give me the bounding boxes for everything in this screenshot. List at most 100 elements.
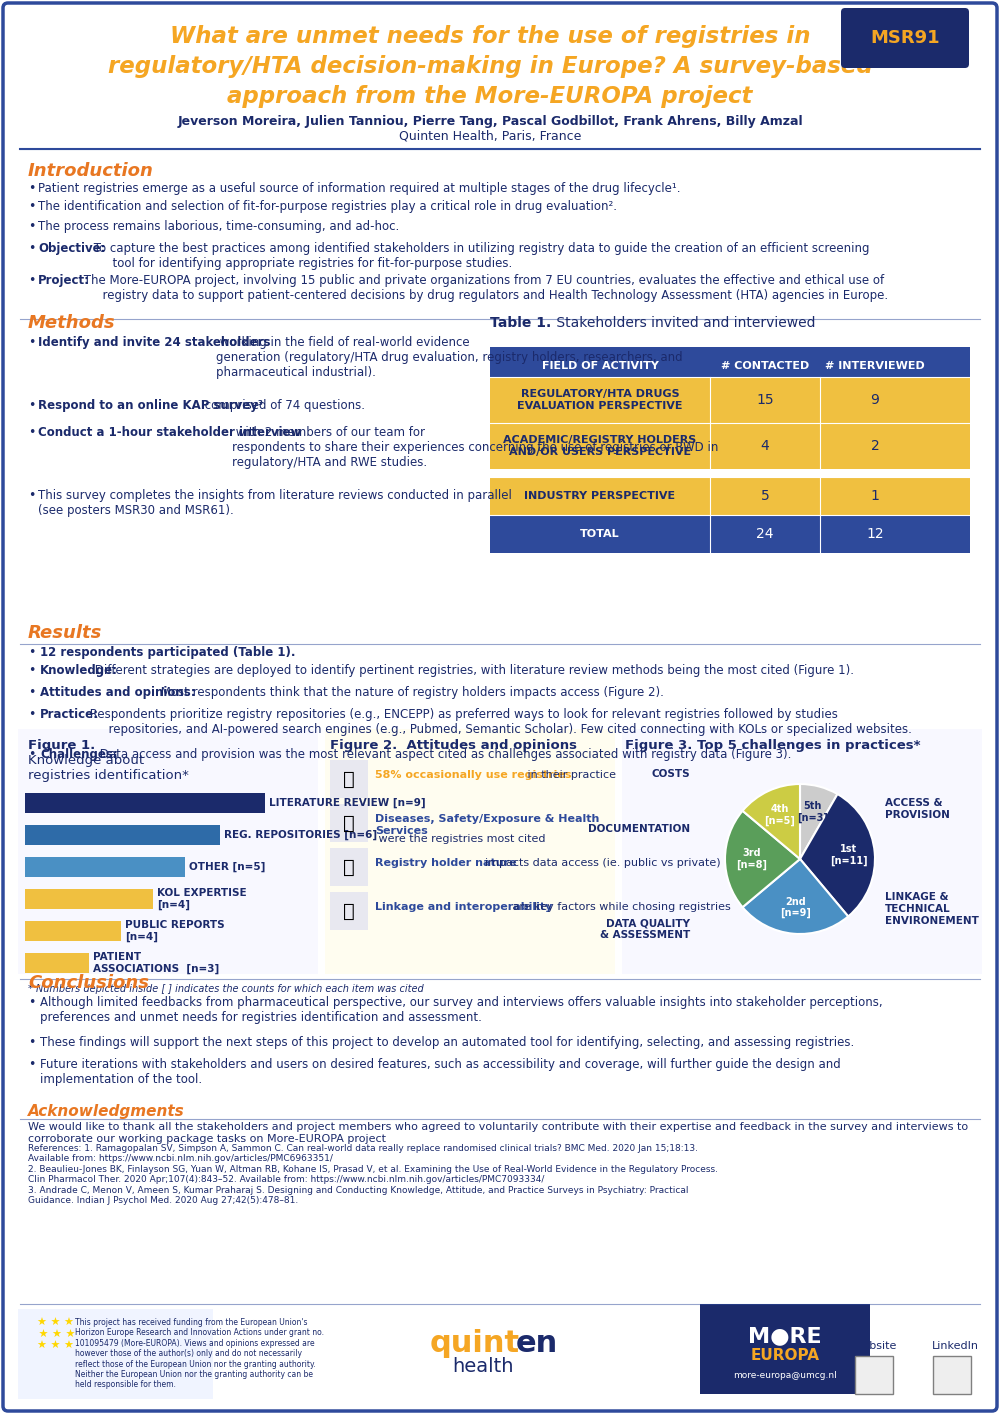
Text: DATA QUALITY
& ASSESSMENT: DATA QUALITY & ASSESSMENT [600, 918, 690, 940]
Text: What are unmet needs for the use of registries in: What are unmet needs for the use of regi… [170, 24, 810, 48]
Text: 5: 5 [761, 489, 769, 503]
Text: Practice:: Practice: [40, 708, 99, 721]
Text: We would like to thank all the stakeholders and project members who agreed to vo: We would like to thank all the stakehold… [28, 1121, 968, 1144]
Bar [330, 848, 368, 887]
Text: ★ ★ ★
 ★ ★ ★
★ ★ ★: ★ ★ ★ ★ ★ ★ ★ ★ ★ [35, 1318, 76, 1352]
Wedge shape [800, 795, 875, 916]
Text: •: • [28, 646, 35, 659]
Bar [25, 793, 265, 813]
Bar [25, 953, 89, 973]
Text: Knowledge:: Knowledge: [40, 665, 118, 677]
Text: The More-EUROPA project, involving 15 public and private organizations from 7 EU: The More-EUROPA project, involving 15 pu… [80, 274, 888, 303]
Text: Introduction: Introduction [28, 163, 154, 180]
FancyBboxPatch shape [3, 3, 997, 1411]
Text: Challenges:: Challenges: [40, 748, 118, 761]
Text: 24: 24 [756, 527, 774, 542]
Text: •: • [28, 426, 35, 438]
Text: Table 1.: Table 1. [490, 315, 551, 329]
Text: # INTERVIEWED: # INTERVIEWED [825, 361, 925, 370]
Text: 2nd
[n=9]: 2nd [n=9] [780, 896, 811, 919]
Text: •: • [28, 1058, 35, 1070]
Text: Methods: Methods [28, 314, 116, 332]
Text: ACCESS &
PROVISION: ACCESS & PROVISION [885, 797, 950, 820]
Text: comprised of 74 questions.: comprised of 74 questions. [201, 399, 365, 411]
Bar [330, 805, 368, 841]
Text: more-europa@umcg.nl: more-europa@umcg.nl [733, 1372, 837, 1380]
Text: Respond to an online KAP survey³: Respond to an online KAP survey³ [38, 399, 263, 411]
Text: Objective:: Objective: [38, 242, 106, 255]
Text: Project:: Project: [38, 274, 90, 287]
Text: Acknowledgments: Acknowledgments [28, 1104, 185, 1118]
Text: en: en [516, 1329, 558, 1359]
Text: These findings will support the next steps of this project to develop an automat: These findings will support the next ste… [40, 1036, 854, 1049]
Bar [25, 889, 153, 909]
Text: Different strategies are deployed to identify pertinent registries, with literat: Different strategies are deployed to ide… [91, 665, 854, 677]
Text: This project has received funding from the European Union's
Horizon Europe Resea: This project has received funding from t… [75, 1318, 324, 1390]
Text: Identify and invite 24 stakeholders: Identify and invite 24 stakeholders [38, 337, 270, 349]
Bar [325, 730, 615, 974]
Text: INDUSTRY PERSPECTIVE: INDUSTRY PERSPECTIVE [524, 491, 676, 501]
Text: ACADEMIC/REGISTRY HOLDERS
AND/OR USERS PERSPECTIVE: ACADEMIC/REGISTRY HOLDERS AND/OR USERS P… [503, 436, 697, 457]
Text: Registry holder nature: Registry holder nature [375, 858, 520, 868]
Text: •: • [28, 748, 35, 761]
Text: 📋: 📋 [343, 902, 355, 921]
Text: EUROPA: EUROPA [750, 1349, 820, 1363]
Text: 5th
[n=3]: 5th [n=3] [797, 800, 828, 823]
Text: Results: Results [28, 624, 102, 642]
Text: Respondents prioritize registry repositories (e.g., ENCEPP) as preferred ways to: Respondents prioritize registry reposito… [86, 708, 912, 737]
Text: •: • [28, 199, 35, 214]
Text: Most respondents think that the nature of registry holders impacts access (Figur: Most respondents think that the nature o… [157, 686, 664, 699]
Wedge shape [725, 810, 800, 908]
Text: # CONTACTED: # CONTACTED [721, 361, 809, 370]
Text: •: • [28, 489, 35, 502]
Text: * Numbers depicted inside [ ] indicates the counts for which each item was cited: * Numbers depicted inside [ ] indicates … [28, 984, 424, 994]
Bar [490, 346, 970, 385]
Text: Data access and provision was the most relevant aspect cited as challenges assoc: Data access and provision was the most r… [96, 748, 791, 761]
Text: •: • [28, 182, 35, 195]
Bar [490, 477, 970, 515]
Text: are key factors while chosing registries: are key factors while chosing registries [509, 902, 731, 912]
Wedge shape [743, 858, 848, 935]
Text: Stakeholders invited and interviewed: Stakeholders invited and interviewed [552, 315, 816, 329]
Bar [330, 759, 368, 797]
Text: DOCUMENTATION: DOCUMENTATION [588, 824, 690, 834]
Text: in their practice: in their practice [524, 771, 616, 781]
Text: REG. REPOSITORIES [n=6]: REG. REPOSITORIES [n=6] [224, 830, 377, 840]
Bar [25, 921, 121, 940]
Bar [18, 730, 318, 974]
Text: Jeverson Moreira, Julien Tanniou, Pierre Tang, Pascal Godbillot, Frank Ahrens, B: Jeverson Moreira, Julien Tanniou, Pierre… [177, 116, 803, 129]
Text: •: • [28, 708, 35, 721]
Text: M●RE: M●RE [748, 1326, 822, 1346]
Text: 15: 15 [756, 393, 774, 407]
Text: References: 1. Ramagopalan SV, Simpson A, Sammon C. Can real-world data really r: References: 1. Ramagopalan SV, Simpson A… [28, 1144, 718, 1205]
Text: •: • [28, 337, 35, 349]
Bar [490, 423, 970, 469]
Text: PUBLIC REPORTS
[n=4]: PUBLIC REPORTS [n=4] [125, 921, 225, 942]
Text: Patient registries emerge as a useful source of information required at multiple: Patient registries emerge as a useful so… [38, 182, 680, 195]
Text: To capture the best practices among identified stakeholders in utilizing registr: To capture the best practices among iden… [90, 242, 870, 270]
Text: 1: 1 [871, 489, 879, 503]
Text: •: • [28, 221, 35, 233]
Bar [490, 378, 970, 423]
Bar [330, 892, 368, 930]
Text: Linkage and interoperability: Linkage and interoperability [375, 902, 552, 912]
Text: PATIENT
ASSOCIATIONS  [n=3]: PATIENT ASSOCIATIONS [n=3] [93, 952, 219, 974]
Text: health: health [452, 1356, 514, 1376]
Text: with 2 members of our team for
respondents to share their experiences concerning: with 2 members of our team for responden… [232, 426, 718, 469]
Text: Figure 3. Top 5 challenges in practices*: Figure 3. Top 5 challenges in practices* [625, 740, 920, 752]
Text: 1st
[n=11]: 1st [n=11] [830, 844, 867, 865]
Text: Website: Website [853, 1340, 897, 1350]
Bar [933, 1356, 971, 1394]
Text: 3rd
[n=8]: 3rd [n=8] [736, 848, 767, 870]
Text: 📋: 📋 [343, 857, 355, 877]
Text: TOTAL: TOTAL [580, 529, 620, 539]
Bar [18, 1309, 213, 1398]
Text: LITERATURE REVIEW [n=9]: LITERATURE REVIEW [n=9] [269, 797, 426, 809]
Text: This survey completes the insights from literature reviews conducted in parallel: This survey completes the insights from … [38, 489, 512, 518]
Text: approach from the More-EUROPA project: approach from the More-EUROPA project [227, 85, 753, 107]
Text: regulatory/HTA decision-making in Europe? A survey-based: regulatory/HTA decision-making in Europe… [108, 55, 872, 78]
Text: 12 respondents participated (Table 1).: 12 respondents participated (Table 1). [40, 646, 296, 659]
Text: 📋: 📋 [343, 813, 355, 833]
Text: •: • [28, 242, 35, 255]
Text: •: • [28, 665, 35, 677]
